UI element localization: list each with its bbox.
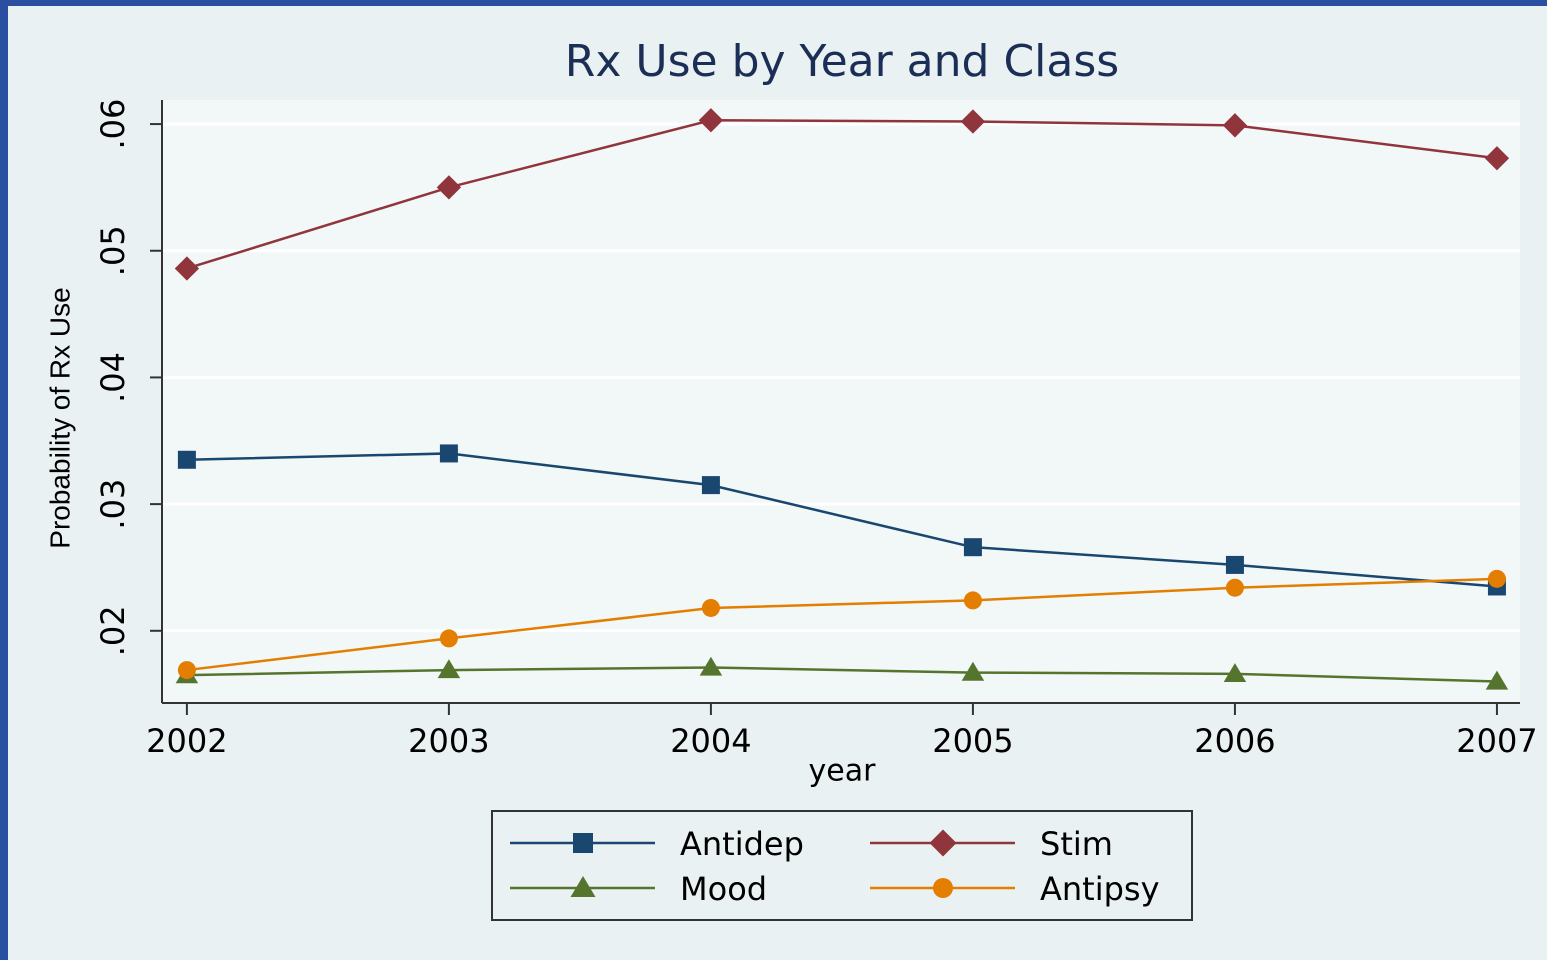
marker — [1484, 146, 1510, 171]
x-tick-label: 2003 — [408, 722, 489, 760]
marker — [439, 629, 458, 648]
series-line — [186, 119, 1498, 270]
series-line — [186, 577, 1497, 672]
marker — [177, 661, 196, 680]
marker — [436, 175, 462, 200]
y-axis-title: Probability of Rx Use — [44, 287, 75, 548]
marker — [960, 109, 986, 134]
legend-label: Stim — [1040, 825, 1113, 863]
marker — [701, 598, 720, 617]
marker — [174, 256, 200, 281]
marker — [1485, 670, 1509, 690]
marker — [701, 476, 720, 495]
marker — [963, 591, 982, 610]
legend-marker — [573, 833, 593, 853]
y-tick-label: .02 — [94, 605, 132, 656]
marker — [1225, 555, 1244, 574]
x-tick-label: 2005 — [932, 722, 1013, 760]
y-tick-label: .05 — [94, 225, 132, 276]
y-tick-label: .04 — [94, 352, 132, 403]
x-tick-label: 2006 — [1194, 722, 1275, 760]
x-tick-label: 2004 — [670, 722, 751, 760]
x-tick-label: 2002 — [146, 722, 227, 760]
marker — [437, 659, 461, 679]
x-tick-label: 2007 — [1456, 722, 1537, 760]
marker — [698, 108, 724, 133]
marker — [1222, 113, 1248, 138]
chart-title: Rx Use by Year and Class — [565, 36, 1119, 87]
y-tick-label: .03 — [94, 479, 132, 530]
y-tick-label: .06 — [94, 99, 132, 150]
marker — [1223, 663, 1247, 682]
marker — [1487, 569, 1506, 588]
marker — [1225, 578, 1244, 597]
legend-marker — [933, 878, 953, 898]
legend-label: Antidep — [680, 825, 804, 863]
x-axis-title: year — [809, 754, 877, 789]
marker — [963, 538, 982, 557]
series-line — [186, 666, 1497, 683]
legend-label: Mood — [680, 870, 767, 908]
legend-label: Antipsy — [1040, 870, 1160, 908]
legend-marker — [570, 876, 596, 897]
marker — [699, 656, 723, 676]
marker — [177, 450, 196, 469]
legend-marker — [929, 829, 957, 857]
legend-box — [491, 810, 1193, 921]
plot-area — [162, 100, 1520, 703]
marker — [961, 661, 985, 681]
series-line — [186, 452, 1498, 588]
marker — [439, 444, 458, 463]
